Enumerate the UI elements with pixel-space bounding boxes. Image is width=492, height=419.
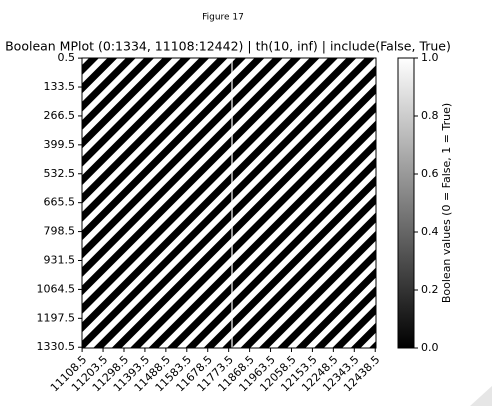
y-tick-label: 1197.5: [37, 311, 76, 324]
colorbar-tick-label: 0.0: [421, 341, 439, 354]
image-seam: [231, 58, 233, 348]
y-tick-label: 0.5: [58, 51, 76, 64]
colorbar-label: Boolean values (0 = False, 1 = True): [440, 103, 453, 303]
chart-title: Boolean MPlot (0:1334, 11108:12442) | th…: [5, 39, 451, 54]
y-tick-label: 1064.5: [37, 282, 76, 295]
colorbar-tick-label: 0.2: [421, 283, 439, 296]
colorbar-tick-label: 0.8: [421, 109, 439, 122]
figure-label: Figure 17: [202, 13, 244, 23]
colorbar-tick-label: 0.4: [421, 225, 439, 238]
y-tick-label: 532.5: [44, 167, 76, 180]
resize-grip: [470, 386, 492, 406]
y-tick-label: 665.5: [44, 196, 76, 209]
colorbar-tick-label: 1.0: [421, 51, 439, 64]
y-tick-label: 266.5: [44, 109, 76, 122]
y-tick-label: 133.5: [44, 80, 76, 93]
colorbar-tick-label: 0.6: [421, 167, 439, 180]
colorbar: [397, 57, 415, 349]
y-tick-label: 1330.5: [37, 340, 76, 353]
y-tick-label: 931.5: [44, 254, 76, 267]
y-tick-label: 399.5: [44, 138, 76, 151]
boolean-image: [82, 58, 376, 348]
y-tick-label: 798.5: [44, 225, 76, 238]
